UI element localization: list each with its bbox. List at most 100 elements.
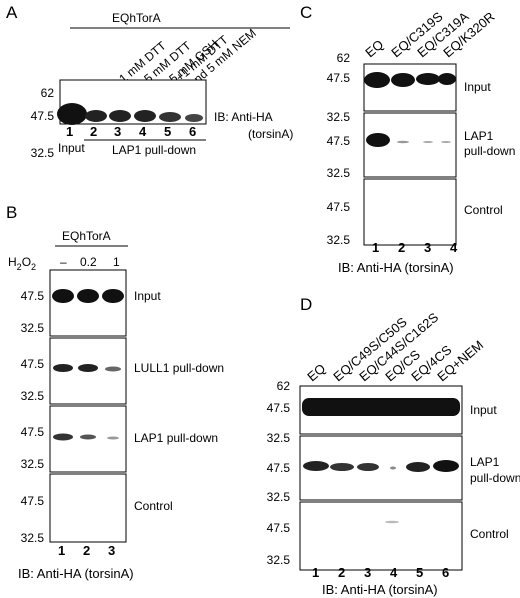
ib-label: IB: Anti-HA (torsinA): [322, 582, 438, 597]
lane-number: 5: [416, 565, 423, 580]
blot-label: pull-down: [470, 471, 520, 485]
band: [441, 141, 451, 143]
lane-number: 3: [114, 124, 121, 139]
band: [302, 398, 460, 416]
lane-number: 6: [442, 565, 449, 580]
band: [185, 114, 203, 122]
marker-label: 32.5: [21, 389, 45, 403]
panel-label: C: [300, 3, 312, 22]
blot-label: Control: [470, 527, 509, 541]
marker-label: 47.5: [327, 134, 351, 148]
band: [416, 73, 440, 85]
blot: [59, 79, 207, 125]
marker-label: 47.5: [21, 494, 45, 508]
lane-number: 6: [189, 124, 196, 139]
band: [330, 463, 354, 471]
marker-label: 62: [337, 51, 351, 65]
marker-label: 47.5: [267, 521, 291, 535]
lane-number: 1: [66, 124, 73, 139]
marker-label: 32.5: [21, 457, 45, 471]
band: [397, 140, 409, 144]
blot-label: Input: [134, 289, 161, 303]
marker-label: 47.5: [327, 200, 351, 214]
blot-label: Control: [464, 203, 503, 217]
lane-number: 2: [90, 124, 97, 139]
lane-number: 1: [372, 240, 379, 255]
blot-label: LULL1 pull-down: [134, 361, 224, 375]
band: [53, 364, 73, 372]
treatment-part: 2: [17, 262, 22, 272]
band: [438, 73, 456, 85]
dose-label: 0.2: [80, 255, 97, 269]
treatment-label: H2O2: [8, 255, 36, 272]
treatment-part: O: [22, 255, 31, 269]
lane-group-label: Input: [58, 141, 85, 155]
blot-label: Control: [134, 499, 173, 513]
marker-label: 62: [41, 86, 55, 100]
marker-label: 47.5: [267, 461, 291, 475]
marker-label: 47.5: [267, 401, 291, 415]
marker-label: 32.5: [267, 431, 291, 445]
blot-label: Input: [464, 80, 491, 94]
lane-number: 3: [424, 240, 431, 255]
ib-label: IB: Anti-HA: [214, 110, 273, 124]
marker-label: 47.5: [31, 109, 55, 123]
marker-label: 32.5: [327, 233, 351, 247]
blot-label: LAP1: [464, 129, 494, 143]
band: [109, 110, 131, 122]
blot: [49, 473, 127, 543]
marker-label: 47.5: [21, 289, 45, 303]
treatment-part: 2: [31, 262, 36, 272]
marker-label: 47.5: [21, 425, 45, 439]
marker-label: 32.5: [327, 166, 351, 180]
marker-label: 47.5: [21, 357, 45, 371]
lane-number: 2: [338, 565, 345, 580]
lane-number: 3: [364, 565, 371, 580]
band: [433, 460, 459, 472]
lane-number: 1: [312, 565, 319, 580]
blot: [363, 178, 457, 246]
blot-label: LAP1: [470, 455, 500, 469]
blot-label: Input: [470, 403, 497, 417]
band: [78, 364, 98, 372]
blot: [299, 501, 463, 571]
marker-label: 32.5: [267, 553, 291, 567]
marker-label: 32.5: [21, 531, 45, 545]
band: [134, 110, 156, 122]
lane-group-label: LAP1 pull-down: [112, 143, 196, 157]
band: [406, 462, 430, 472]
group-label: EQhTorA: [112, 11, 161, 25]
band: [364, 72, 390, 88]
lane-number: 4: [139, 124, 147, 139]
lane-number: 5: [164, 124, 171, 139]
dose-label: 1: [113, 255, 120, 269]
treatment-part: H: [8, 255, 17, 269]
band: [423, 141, 433, 143]
band: [85, 110, 107, 122]
lane-number: 3: [108, 543, 115, 558]
band: [357, 463, 379, 471]
lane-number: 2: [398, 240, 405, 255]
band: [80, 434, 96, 440]
marker-label: 62: [277, 379, 291, 393]
band: [385, 520, 399, 524]
ib-label: (torsinA): [248, 127, 293, 141]
band: [366, 133, 390, 147]
lane-number: 4: [390, 565, 398, 580]
band: [391, 73, 415, 87]
band: [52, 289, 74, 303]
lane-number: 4: [450, 240, 458, 255]
ib-label: IB: Anti-HA (torsinA): [338, 260, 454, 275]
lane-label: EQ: [304, 361, 328, 385]
band: [303, 461, 329, 471]
band: [390, 466, 396, 470]
lane-number: 1: [58, 543, 65, 558]
band: [57, 103, 87, 125]
band: [105, 366, 121, 372]
marker-label: 32.5: [267, 490, 291, 504]
panel-label: A: [6, 3, 18, 22]
panel-label: B: [6, 203, 17, 222]
marker-label: 32.5: [327, 110, 351, 124]
marker-label: 47.5: [327, 71, 351, 85]
